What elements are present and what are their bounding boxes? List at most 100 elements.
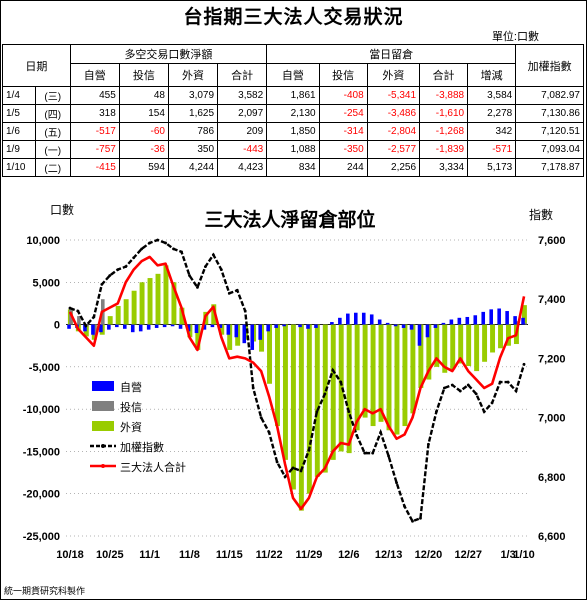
index-point bbox=[411, 519, 414, 523]
foreign-bar bbox=[378, 324, 384, 422]
index-point bbox=[180, 250, 183, 254]
row-date: 1/4 bbox=[2, 86, 36, 105]
foreign-bar bbox=[466, 324, 472, 367]
index-point bbox=[196, 285, 199, 289]
position-cell: -1,839 bbox=[419, 140, 469, 159]
dealer-bar bbox=[266, 324, 270, 332]
positions-table: 日期 多空交易口數淨額 當日留倉 加權指數 自營 投信 外資 合計 自營 投信 … bbox=[2, 44, 584, 177]
position-cell: -571 bbox=[467, 140, 517, 159]
legend-swatch bbox=[92, 381, 114, 391]
index-point bbox=[235, 288, 239, 292]
position-col-header: 外資 bbox=[366, 63, 421, 87]
index-point bbox=[474, 392, 478, 396]
dealer-bar bbox=[409, 324, 414, 330]
position-cell: 2,130 bbox=[266, 104, 320, 123]
trade-group-header: 多空交易口數淨額 bbox=[69, 44, 268, 64]
foreign-bar bbox=[123, 299, 129, 325]
row-weekday: (五) bbox=[34, 122, 71, 141]
left-tick-label: -10,000 bbox=[23, 404, 60, 416]
index-point bbox=[211, 253, 215, 257]
axis-layer: 10,000 5,000 0 -5,000 -10,000 -15,000 -20,000 -… bbox=[23, 235, 566, 561]
foreign-bar bbox=[179, 307, 185, 325]
index-point bbox=[68, 306, 72, 310]
trust-bar bbox=[77, 316, 81, 325]
index-point bbox=[108, 274, 112, 277]
table-row: 1/9 (一) -757 -36 350 -443 1,088 -350 -2,577 -1,83… bbox=[2, 140, 584, 159]
trade-cell: 1,625 bbox=[167, 104, 219, 123]
index-point bbox=[514, 389, 518, 393]
trade-cell: -60 bbox=[118, 122, 169, 141]
positions-chart: 10,000 5,000 0 -5,000 -10,000 -15,000 -20,000 -… bbox=[23, 203, 566, 561]
position-cell: 3,334 bbox=[419, 158, 469, 177]
position-cell: -350 bbox=[318, 140, 368, 159]
position-col-header: 自營 bbox=[266, 63, 320, 87]
foreign-bar bbox=[290, 324, 296, 490]
index-point bbox=[466, 383, 470, 387]
x-tick-label: 11/8 bbox=[179, 549, 200, 561]
unit-label: 單位:口數 bbox=[491, 31, 539, 43]
index-point bbox=[395, 481, 398, 485]
position-cell: -1,268 bbox=[419, 122, 469, 141]
foreign-bar bbox=[410, 324, 416, 414]
dealer-bar bbox=[91, 324, 95, 335]
legend-index: 加權指數 bbox=[90, 440, 164, 454]
dealer-bar bbox=[130, 324, 135, 333]
dealer-bar bbox=[497, 308, 501, 325]
dealer-bar bbox=[258, 324, 262, 340]
legend-marker bbox=[101, 464, 105, 468]
right-tick-label: 7,400 bbox=[538, 294, 566, 306]
dealer-bar bbox=[298, 324, 302, 328]
right-tick-label: 6,800 bbox=[538, 472, 566, 484]
index-point bbox=[267, 431, 271, 434]
index-point bbox=[140, 247, 144, 251]
dealer-bar bbox=[250, 324, 255, 350]
foreign-bar bbox=[163, 265, 169, 325]
legend-foreign: 外資 bbox=[92, 421, 142, 434]
dealer-bar bbox=[115, 324, 119, 328]
legend-total: 三大法人合計 bbox=[90, 460, 186, 474]
index-point bbox=[219, 268, 223, 271]
dealer-bar bbox=[457, 317, 462, 325]
foreign-bar bbox=[362, 324, 368, 418]
position-cell: -3,486 bbox=[366, 104, 421, 123]
row-weekday: (四) bbox=[34, 104, 71, 123]
legend-label: 自營 bbox=[120, 381, 142, 394]
index-point bbox=[291, 466, 295, 470]
foreign-bar bbox=[434, 324, 440, 367]
index-point bbox=[243, 309, 247, 313]
index-point bbox=[283, 475, 287, 479]
dealer-bar bbox=[377, 319, 382, 325]
trade-cell: 455 bbox=[69, 86, 120, 105]
date-header: 日期 bbox=[2, 44, 71, 87]
foreign-bar bbox=[131, 290, 137, 325]
index-point bbox=[307, 448, 311, 452]
dealer-bar bbox=[186, 324, 191, 332]
position-cell: 342 bbox=[467, 122, 517, 141]
trust-bar bbox=[93, 324, 97, 336]
dealer-bar bbox=[282, 324, 286, 327]
trade-cell: 3,582 bbox=[217, 86, 268, 105]
position-cell: -3,888 bbox=[419, 86, 469, 105]
table-row: 1/10 (二) -415 594 4,244 4,423 834 244 2,256 3,334… bbox=[2, 158, 584, 177]
foreign-bar bbox=[330, 324, 336, 460]
foreign-bar bbox=[155, 273, 161, 325]
foreign-bar bbox=[450, 324, 456, 370]
left-tick-label: -25,000 bbox=[23, 531, 60, 543]
table-title: 台指期三大法人交易狀況 bbox=[183, 6, 404, 28]
index-point bbox=[172, 247, 175, 251]
trade-cell: 209 bbox=[217, 122, 268, 141]
index-point bbox=[331, 368, 335, 372]
index-point bbox=[371, 451, 375, 455]
index-point bbox=[450, 383, 454, 387]
right-tick-label: 6,600 bbox=[538, 531, 566, 543]
dealer-bar bbox=[353, 312, 358, 325]
left-tick-label: 10,000 bbox=[26, 235, 60, 247]
index-point bbox=[490, 401, 494, 405]
legend-dealer: 自營 bbox=[92, 381, 142, 394]
right-tick-label: 7,200 bbox=[538, 353, 566, 365]
index-point bbox=[427, 442, 430, 446]
legend-marker bbox=[101, 444, 105, 448]
foreign-bar bbox=[227, 324, 233, 350]
index-cell: 7,093.04 bbox=[515, 140, 584, 159]
index-point bbox=[419, 516, 422, 520]
